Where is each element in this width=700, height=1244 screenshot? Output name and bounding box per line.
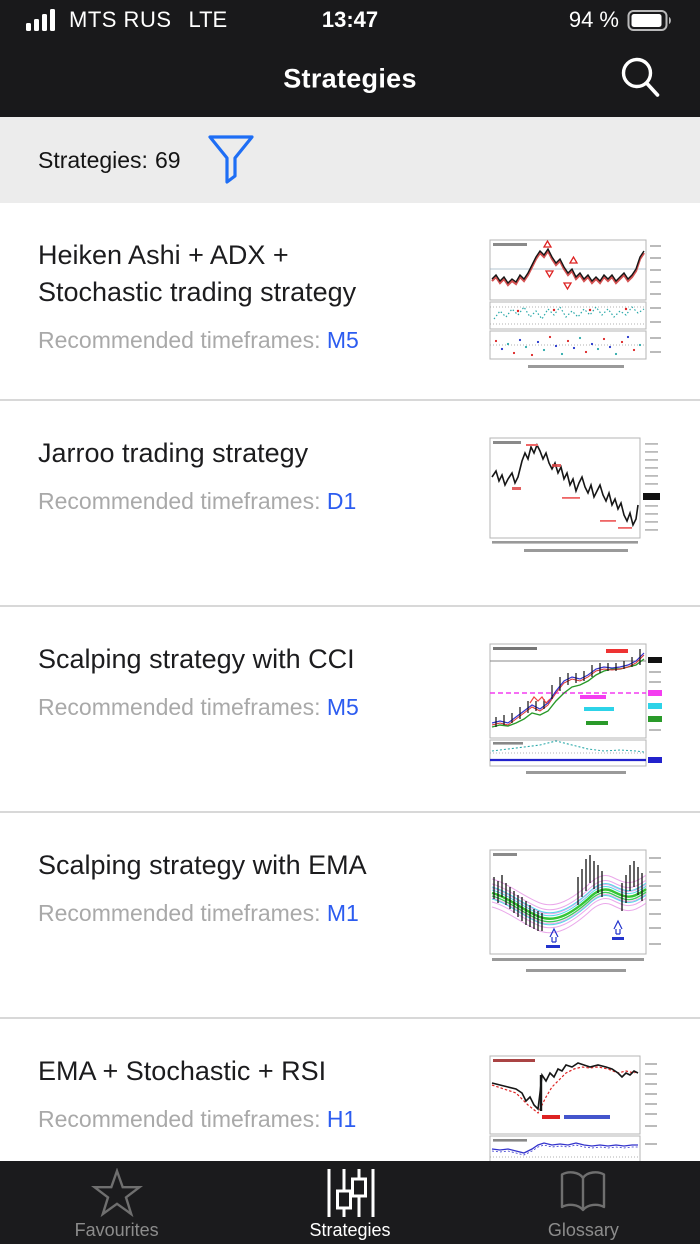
strategy-title: Scalping strategy with EMA xyxy=(38,850,367,880)
timeframe-value: M5 xyxy=(326,694,359,720)
tab-label: Favourites xyxy=(74,1220,159,1240)
strategy-title: EMA + Stochastic + RSI xyxy=(38,1056,327,1086)
search-icon xyxy=(621,57,660,97)
book-icon xyxy=(561,1171,606,1212)
tab-label: Glossary xyxy=(547,1220,619,1240)
strategy-row-scalping-cci[interactable]: Scalping strategy with CCI Recommended t… xyxy=(0,607,700,813)
page-title: Strategies xyxy=(283,63,417,93)
battery-icon xyxy=(627,9,671,31)
strategy-title: Heiken Ashi + ADX + Stochastic trading s… xyxy=(38,240,357,307)
clock: 13:47 xyxy=(321,7,379,32)
timeframes-label: Recommended timeframes: xyxy=(38,900,321,926)
tab-label: Strategies xyxy=(309,1220,391,1240)
strategies-count-label: Strategies: xyxy=(38,146,148,173)
timeframe-value: M1 xyxy=(326,900,359,926)
search-button[interactable] xyxy=(618,55,664,103)
sliders-icon xyxy=(327,1169,375,1217)
tab-strategies[interactable]: Strategies xyxy=(233,1161,466,1244)
strategy-thumbnail-heiken-ashi xyxy=(488,237,664,399)
strategy-row-jarroo[interactable]: Jarroo trading strategy Recommended time… xyxy=(0,401,700,607)
header: MTS RUS LTE 13:47 94 % Strategies xyxy=(0,0,700,117)
timeframes-label: Recommended timeframes: xyxy=(38,1106,321,1132)
timeframe-value: D1 xyxy=(326,488,357,514)
status-bar: MTS RUS LTE 13:47 94 % xyxy=(0,0,700,40)
strategy-title: Scalping strategy with CCI xyxy=(38,644,355,674)
filter-bar: Strategies: 69 xyxy=(0,117,700,203)
timeframes-label: Recommended timeframes: xyxy=(38,488,321,514)
tab-glossary[interactable]: Glossary xyxy=(467,1161,700,1244)
network-type-label: LTE xyxy=(188,7,228,32)
timeframe-value: M5 xyxy=(326,327,359,353)
tab-favourites[interactable]: Favourites xyxy=(0,1161,233,1244)
strategy-thumbnail-scalping-cci xyxy=(488,641,664,811)
strategy-thumbnail-jarroo xyxy=(488,435,664,605)
strategy-list: Heiken Ashi + ADX + Stochastic trading s… xyxy=(0,203,700,1244)
star-icon xyxy=(90,1168,143,1218)
strategy-row-heiken-ashi[interactable]: Heiken Ashi + ADX + Stochastic trading s… xyxy=(0,203,700,401)
funnel-icon xyxy=(207,135,254,184)
timeframes-label: Recommended timeframes: xyxy=(38,694,321,720)
cellular-signal-icon xyxy=(26,8,55,31)
navigation-bar: Strategies xyxy=(0,40,700,117)
strategy-row-scalping-ema[interactable]: Scalping strategy with EMA Recommended t… xyxy=(0,813,700,1019)
tab-bar: Favourites Strategies xyxy=(0,1161,700,1244)
timeframes-label: Recommended timeframes: xyxy=(38,327,321,353)
battery-percent-label: 94 % xyxy=(568,7,619,32)
timeframe-value: H1 xyxy=(326,1106,357,1132)
strategy-thumbnail-scalping-ema xyxy=(488,847,664,1017)
strategies-count-value: 69 xyxy=(154,146,181,173)
carrier-label: MTS RUS xyxy=(69,7,172,32)
filter-button[interactable] xyxy=(207,134,255,186)
strategy-title: Jarroo trading strategy xyxy=(38,438,309,468)
